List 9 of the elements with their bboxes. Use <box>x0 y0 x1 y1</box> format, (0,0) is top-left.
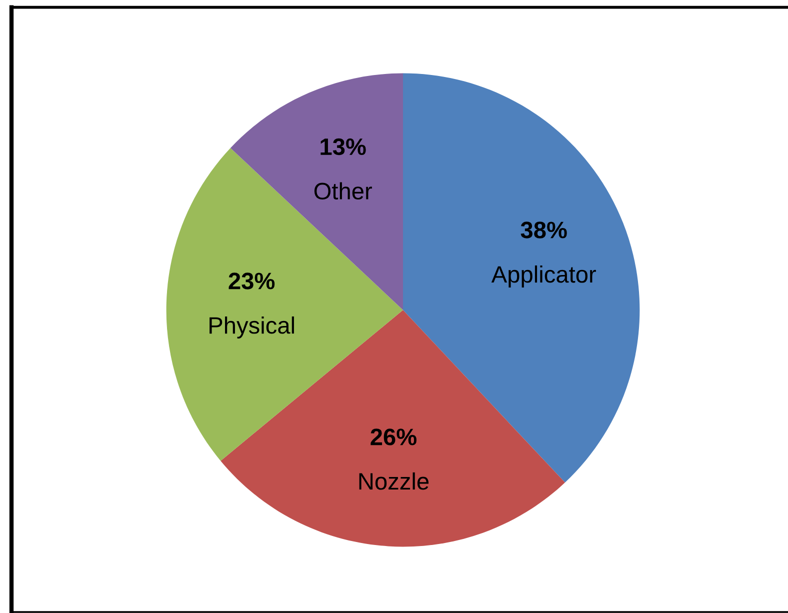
slice-label: Physical <box>210 316 294 338</box>
slice-label: Applicator <box>491 265 596 288</box>
data-label: 23% <box>228 272 275 290</box>
data-label: 26% <box>370 428 416 446</box>
data-label: 13% <box>320 138 366 156</box>
slice-label: Other <box>314 182 372 200</box>
data-label: 38% <box>520 222 567 238</box>
slice-label: Nozzle <box>359 472 429 490</box>
pie-slice <box>230 73 403 310</box>
